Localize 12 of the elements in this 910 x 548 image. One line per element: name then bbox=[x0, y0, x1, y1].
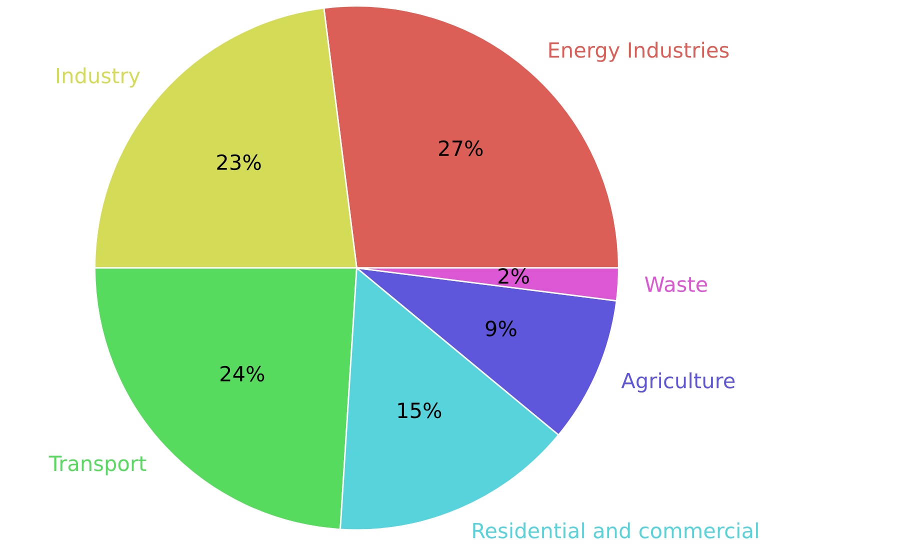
data-label: 9% bbox=[486, 320, 516, 336]
data-label: 27% bbox=[439, 140, 483, 156]
slice-label: Transport bbox=[48, 456, 146, 476]
data-label: 24% bbox=[220, 366, 264, 382]
data-label: 23% bbox=[217, 154, 261, 170]
slice-label: Energy Industries bbox=[549, 42, 729, 62]
slice-label: Residential and commercial bbox=[473, 522, 758, 538]
data-label: 15% bbox=[398, 402, 442, 418]
slice-label: Waste bbox=[644, 276, 708, 292]
data-label: 2% bbox=[498, 268, 529, 284]
slice-label: Agriculture bbox=[621, 372, 735, 392]
slice-label: Industry bbox=[56, 67, 140, 88]
